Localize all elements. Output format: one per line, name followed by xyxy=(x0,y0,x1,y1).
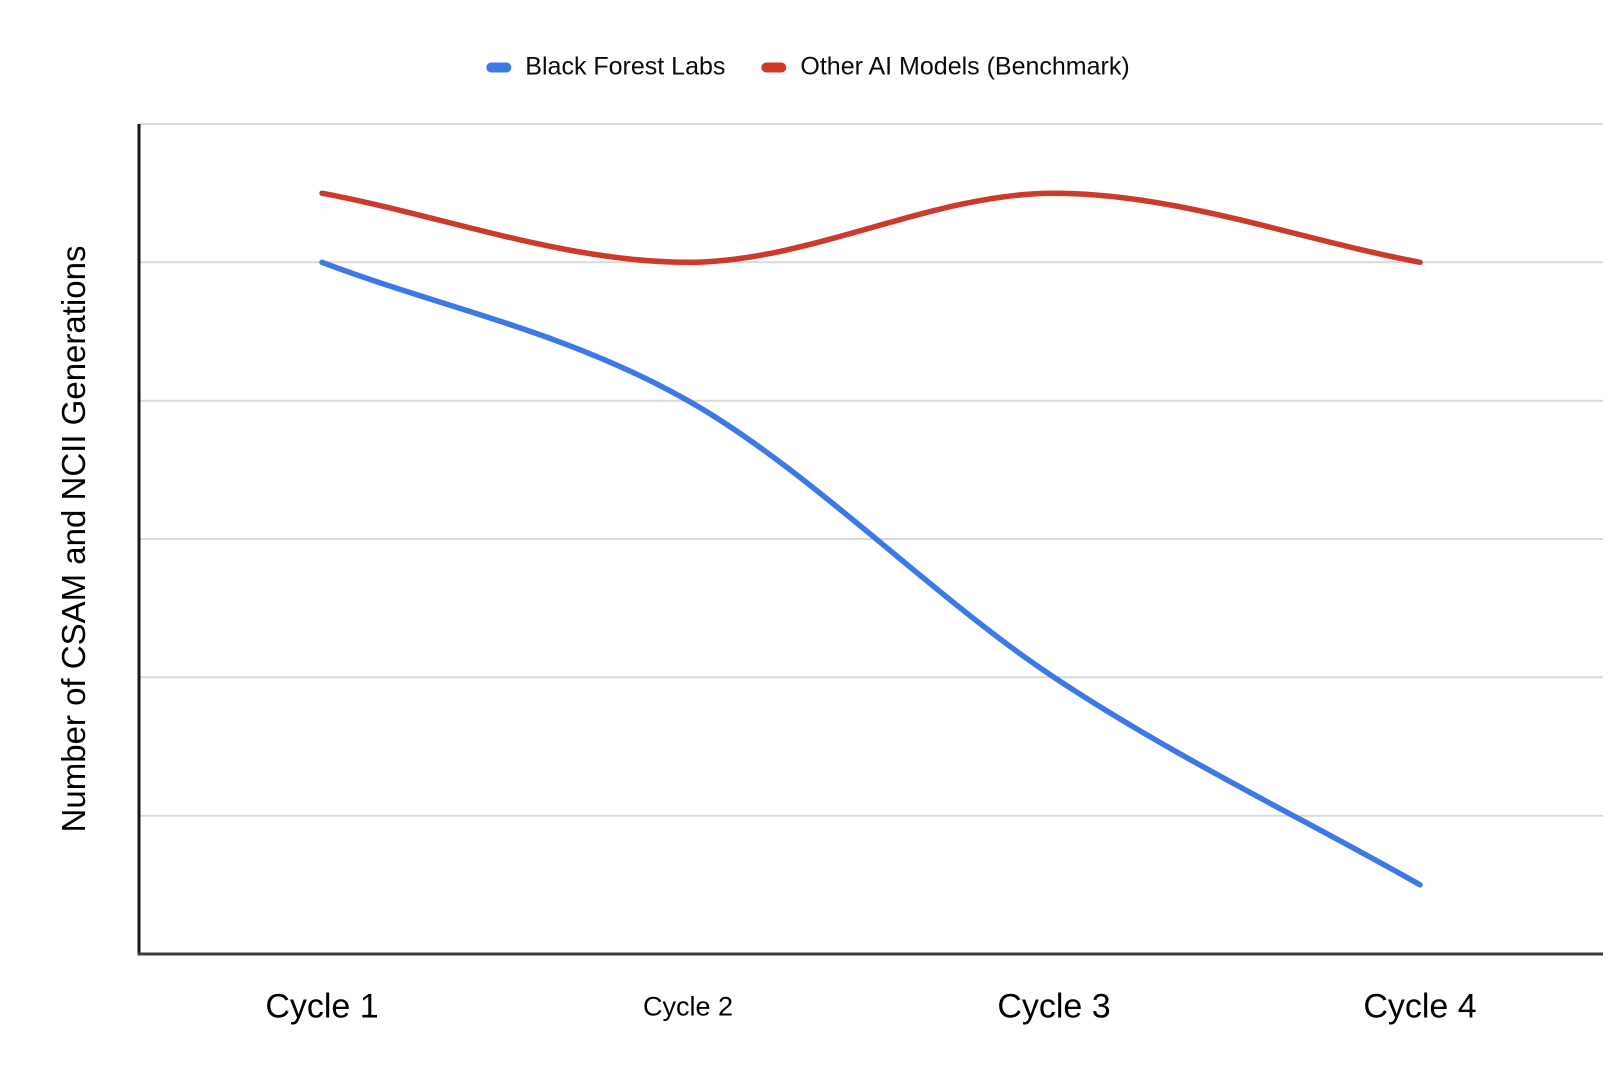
x-tick-label-cycle-3: Cycle 3 xyxy=(997,987,1111,1026)
y-axis-title: Number of CSAM and NCII Generations xyxy=(55,245,92,833)
legend-item-other-ai-models: Other AI Models (Benchmark) xyxy=(761,52,1130,81)
series-line-black-forest-labs xyxy=(319,259,1423,888)
legend-swatch-blue-icon xyxy=(486,62,512,72)
legend-swatch-red-icon xyxy=(761,62,787,72)
legend-item-black-forest-labs: Black Forest Labs xyxy=(486,52,726,81)
legend-label-black-forest-labs: Black Forest Labs xyxy=(525,52,726,81)
legend: Black Forest Labs Other AI Models (Bench… xyxy=(486,52,1130,81)
legend-label-other-ai-models: Other AI Models (Benchmark) xyxy=(800,52,1130,81)
series-line-other-ai-models-benchmark xyxy=(319,190,1423,266)
x-tick-label-cycle-1: Cycle 1 xyxy=(265,987,379,1026)
x-tick-label-cycle-4: Cycle 4 xyxy=(1363,987,1477,1026)
x-tick-label-cycle-2: Cycle 2 xyxy=(642,991,734,1022)
